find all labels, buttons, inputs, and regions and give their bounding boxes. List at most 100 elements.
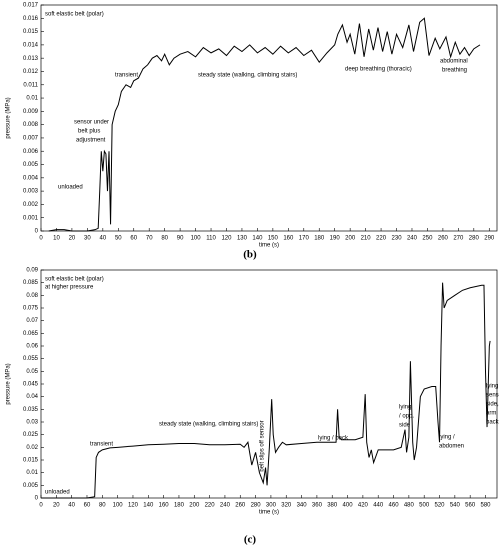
x-tick-label: 250 [422, 236, 433, 242]
x-tick-label: 230 [392, 236, 403, 242]
x-tick-label: 360 [312, 503, 323, 509]
x-axis-label: time (s) [259, 243, 279, 249]
x-tick-label: 340 [297, 503, 308, 509]
x-tick-label: 240 [407, 236, 418, 242]
x-tick-label: 380 [327, 503, 338, 509]
y-tick-label: 0.07 [26, 318, 38, 324]
annotation: lying / back [318, 436, 349, 442]
y-tick-label: 0.055 [23, 356, 39, 362]
annotation: sensor under [74, 120, 109, 126]
annotation: belt plus [78, 129, 100, 135]
y-tick-label: 0.09 [26, 268, 38, 274]
y-tick-label: 0.013 [23, 56, 39, 62]
x-tick-label: 40 [99, 236, 106, 242]
x-tick-label: 160 [159, 503, 170, 509]
x-tick-label: 20 [69, 236, 76, 242]
y-tick-label: 0.035 [23, 407, 39, 413]
y-tick-label: 0.016 [23, 16, 39, 22]
x-tick-label: 100 [113, 503, 124, 509]
x-tick-label: 270 [453, 236, 464, 242]
x-tick-label: 520 [435, 503, 446, 509]
y-tick-label: 0.015 [23, 458, 39, 464]
x-tick-label: 480 [404, 503, 415, 509]
y-tick-label: 0.009 [23, 109, 39, 115]
annotation: lying / [486, 384, 499, 390]
annotation: abdomen [439, 444, 464, 450]
x-tick-label: 0 [39, 503, 43, 509]
x-tick-label: 180 [314, 236, 325, 242]
x-axis-label: time (s) [259, 510, 279, 516]
annotation: side, [486, 402, 499, 408]
y-tick-label: 0.01 [26, 470, 38, 476]
x-tick-label: 540 [450, 503, 461, 509]
annotation: lying / [439, 435, 455, 441]
x-tick-label: 90 [177, 236, 184, 242]
x-tick-label: 100 [191, 236, 202, 242]
x-tick-label: 170 [299, 236, 310, 242]
x-tick-label: 140 [143, 503, 154, 509]
x-tick-label: 560 [465, 503, 476, 509]
x-tick-label: 60 [84, 503, 91, 509]
x-tick-label: 460 [389, 503, 400, 509]
y-tick-label: 0.008 [23, 122, 39, 128]
y-tick-label: 0.045 [23, 382, 39, 388]
x-tick-label: 240 [220, 503, 231, 509]
x-tick-label: 200 [189, 503, 200, 509]
x-tick-label: 80 [99, 503, 106, 509]
annotation: transient [90, 442, 113, 448]
y-axis-label: pressure (MPa) [6, 363, 12, 404]
annotation: breathing [442, 68, 467, 74]
y-tick-label: 0 [35, 229, 39, 235]
x-tick-label: 300 [266, 503, 277, 509]
annotation: steady state (walking, climbing stairs) [198, 73, 297, 79]
data-line [41, 282, 491, 499]
x-tick-label: 280 [469, 236, 480, 242]
annotation: side [399, 423, 411, 429]
caption: (c) [244, 534, 257, 546]
y-tick-label: 0.006 [23, 149, 39, 155]
x-tick-label: 60 [130, 236, 137, 242]
annotation: arm [486, 411, 496, 417]
chart-subtitle: at higher pressure [45, 285, 94, 291]
y-tick-label: 0.08 [26, 293, 38, 299]
y-tick-label: 0.004 [23, 175, 39, 181]
x-tick-label: 150 [268, 236, 279, 242]
x-tick-label: 10 [53, 236, 60, 242]
y-tick-label: 0.017 [23, 3, 39, 9]
x-tick-label: 220 [376, 236, 387, 242]
caption: (b) [243, 249, 257, 261]
y-axis-label: pressure (MPa) [6, 97, 12, 138]
annotation: abdominal [440, 59, 468, 65]
y-tick-label: 0.075 [23, 306, 39, 312]
x-tick-label: 20 [53, 503, 60, 509]
annotation: belt slips off sensor [260, 420, 266, 471]
chart-title: soft elastic belt (polar) [45, 12, 104, 18]
y-tick-label: 0.007 [23, 136, 39, 142]
x-tick-label: 120 [221, 236, 232, 242]
x-tick-label: 580 [480, 503, 491, 509]
annotation: adjustment [76, 138, 106, 144]
annotation: lying [399, 405, 411, 411]
plot-frame [40, 4, 498, 232]
annotation: unloaded [45, 490, 70, 496]
y-tick-label: 0.001 [23, 215, 39, 221]
x-tick-label: 200 [345, 236, 356, 242]
x-tick-label: 500 [419, 503, 430, 509]
x-tick-label: 30 [84, 236, 91, 242]
y-tick-label: 0.002 [23, 202, 39, 208]
x-tick-label: 160 [283, 236, 294, 242]
x-tick-label: 130 [237, 236, 248, 242]
y-tick-label: 0.04 [26, 394, 38, 400]
x-tick-label: 280 [251, 503, 262, 509]
annotation: deep breathing (thoracic) [345, 67, 412, 73]
x-tick-label: 420 [358, 503, 369, 509]
y-tick-label: 0 [35, 496, 39, 502]
y-tick-label: 0.02 [26, 445, 38, 451]
y-tick-label: 0.015 [23, 29, 39, 35]
x-tick-label: 180 [174, 503, 185, 509]
y-tick-label: 0.085 [23, 280, 39, 286]
annotation: steady state (walking, climbing stairs) [159, 422, 258, 428]
x-tick-label: 260 [235, 503, 246, 509]
x-tick-label: 220 [205, 503, 216, 509]
